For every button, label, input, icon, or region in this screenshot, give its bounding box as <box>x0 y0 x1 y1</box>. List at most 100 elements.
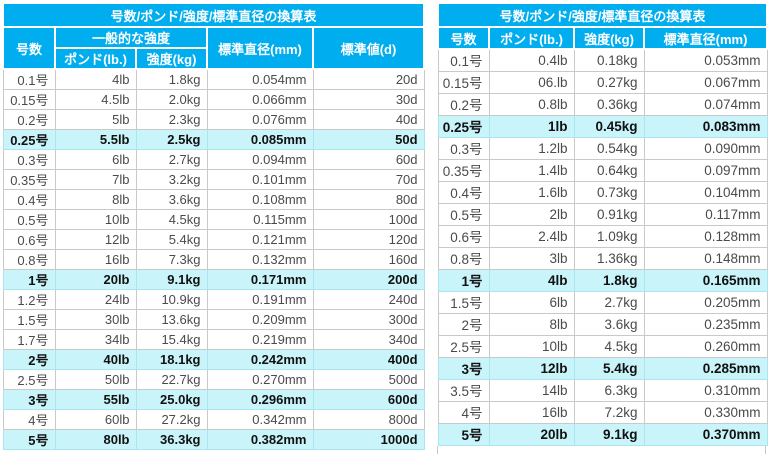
table-cell-lb: 12lb <box>488 356 575 380</box>
table-cell-mm: 0.132mm <box>206 249 314 270</box>
table-row: 0.6号 12lb 5.4kg 0.121mm 120d <box>2 229 425 250</box>
table-cell-mm: 0.342mm <box>206 409 314 430</box>
table-cell-kg: 18.1kg <box>135 349 208 370</box>
table-cell-mm: 0.054mm <box>206 68 314 90</box>
table-cell-mm: 0.076mm <box>206 109 314 130</box>
table-cell-d: 500d <box>312 369 425 390</box>
conversion-table-left: 号数/ポンド/強度/標準直径の換算表 号数 一般的な強度 標準直径(mm) 標準… <box>1 2 426 450</box>
table-row: 5号 80lb 36.3kg 0.382mm 1000d <box>2 429 425 450</box>
table-cell-lb: 16lb <box>488 400 575 424</box>
table-cell-size: 0.35号 <box>437 158 490 182</box>
table-cell-size: 2.5号 <box>437 334 490 358</box>
table-cell-mm: 0.121mm <box>206 229 314 250</box>
table-cell-mm: 0.242mm <box>206 349 314 370</box>
table-cell-kg: 10.9kg <box>135 289 208 310</box>
table-cell-lb: 4lb <box>488 268 575 292</box>
table-cell-size: 0.3号 <box>2 149 56 170</box>
table-cell-size: 0.15号 <box>437 70 490 94</box>
table-cell-size: 1.2号 <box>2 289 56 310</box>
table-cell-size: 1.5号 <box>437 290 490 314</box>
table-cell-d: 200d <box>312 269 425 290</box>
table-cell-d: 50d <box>312 129 425 150</box>
table-cell-kg: 1.8kg <box>135 68 208 90</box>
table-header: 号数/ポンド/強度/標準直径の換算表 号数 ポンド(lb.) 強度(kg) 標準… <box>436 2 768 50</box>
table-cell-kg: 9.1kg <box>573 422 645 446</box>
table-cell-kg: 22.7kg <box>135 369 208 390</box>
table-cell-mm: 0.083mm <box>643 114 768 138</box>
table-cell-mm: 0.205mm <box>643 290 768 314</box>
table-cell-kg: 3.6kg <box>573 312 645 336</box>
table-cell-size: 3号 <box>437 356 490 380</box>
table-cell-d: 120d <box>312 229 425 250</box>
table-cell-d: 100d <box>312 209 425 230</box>
table-cell-kg: 15.4kg <box>135 329 208 350</box>
table-cell-mm: 0.330mm <box>643 400 768 424</box>
table-cell-lb: 0.4lb <box>488 48 575 72</box>
table-cell-size: 0.5号 <box>2 209 56 230</box>
table-cell-lb: 2.4lb <box>488 224 575 248</box>
table-row: 0.4号 8lb 3.6kg 0.108mm 80d <box>2 189 425 210</box>
table-cell-size: 0.2号 <box>437 92 490 116</box>
table-cell-lb: 1lb <box>488 114 575 138</box>
table-cell-kg: 7.2kg <box>573 400 645 424</box>
table-cell-lb: 12lb <box>54 229 137 250</box>
table-cell-mm: 0.260mm <box>643 334 768 358</box>
table-cell-kg: 0.36kg <box>573 92 645 116</box>
table-cell-kg: 3.2kg <box>135 169 208 190</box>
table-cell-lb: 8lb <box>488 312 575 336</box>
table-cell-size: 3.5号 <box>437 378 490 402</box>
table-cell-lb: 4.5lb <box>54 89 137 110</box>
table-cell-mm: 0.094mm <box>206 149 314 170</box>
table-cell-size: 0.25号 <box>437 114 490 138</box>
table-row: 0.1号 0.4lb 0.18kg 0.053mm <box>437 48 768 72</box>
col-header-size: 号数 <box>2 26 56 70</box>
table-cell-size: 0.3号 <box>437 136 490 160</box>
table-row: 1号 20lb 9.1kg 0.171mm 200d <box>2 269 425 290</box>
table-cell-mm: 0.066mm <box>206 89 314 110</box>
table-title: 号数/ポンド/強度/標準直径の換算表 <box>1 2 426 28</box>
table-row: 0.8号 16lb 7.3kg 0.132mm 160d <box>2 249 425 270</box>
table-row: 0.25号 5.5lb 2.5kg 0.085mm 50d <box>2 129 425 150</box>
table-cell-kg: 0.54kg <box>573 136 645 160</box>
table-row: 2.5号 50lb 22.7kg 0.270mm 500d <box>2 369 425 390</box>
table-cell-kg: 1.8kg <box>573 268 645 292</box>
table-cell-lb: 6lb <box>488 290 575 314</box>
table-cell-size: 0.25号 <box>2 129 56 150</box>
table-cell-mm: 0.085mm <box>206 129 314 150</box>
table-row: 1.7号 34lb 15.4kg 0.219mm 340d <box>2 329 425 350</box>
table-cell-kg: 3.6kg <box>135 189 208 210</box>
table-cell-d: 300d <box>312 309 425 330</box>
table-cell-lb: 2lb <box>488 202 575 226</box>
table-cell-kg: 27.2kg <box>135 409 208 430</box>
conversion-table-right: 号数/ポンド/強度/標準直径の換算表 号数 ポンド(lb.) 強度(kg) 標準… <box>436 2 768 446</box>
table-cell-mm: 0.097mm <box>643 158 768 182</box>
table-row: 2号 40lb 18.1kg 0.242mm 400d <box>2 349 425 370</box>
table-cell-mm: 0.115mm <box>206 209 314 230</box>
table-cell-size: 5号 <box>2 429 56 450</box>
table-cell-lb: 6lb <box>54 149 137 170</box>
table-cell-size: 4号 <box>437 400 490 424</box>
table-cell-mm: 0.235mm <box>643 312 768 336</box>
table-cell-kg: 2.0kg <box>135 89 208 110</box>
table-cell-mm: 0.171mm <box>206 269 314 290</box>
table-cell-d: 30d <box>312 89 425 110</box>
table-cell-d: 60d <box>312 149 425 170</box>
table-row: 3号 55lb 25.0kg 0.296mm 600d <box>2 389 425 410</box>
table-cell-kg: 5.4kg <box>135 229 208 250</box>
col-header-diameter: 標準直径(mm) <box>642 26 768 50</box>
table-cell-mm: 0.219mm <box>206 329 314 350</box>
table-cell-lb: 3lb <box>488 246 575 270</box>
table-cell-d: 1000d <box>312 429 425 450</box>
table-cell-lb: 20lb <box>488 422 575 446</box>
table-row: 3号 12lb 5.4kg 0.285mm <box>437 356 768 380</box>
table-cell-d: 240d <box>312 289 425 310</box>
table-cell-lb: 5.5lb <box>54 129 137 150</box>
table-cell-size: 2号 <box>2 349 56 370</box>
table-cell-kg: 5.4kg <box>573 356 645 380</box>
table-cell-size: 0.8号 <box>2 249 56 270</box>
table-cell-kg: 2.7kg <box>573 290 645 314</box>
clipped-next-row <box>437 445 766 454</box>
table-cell-lb: 34lb <box>54 329 137 350</box>
table-cell-mm: 0.090mm <box>643 136 768 160</box>
table-cell-lb: 40lb <box>54 349 137 370</box>
